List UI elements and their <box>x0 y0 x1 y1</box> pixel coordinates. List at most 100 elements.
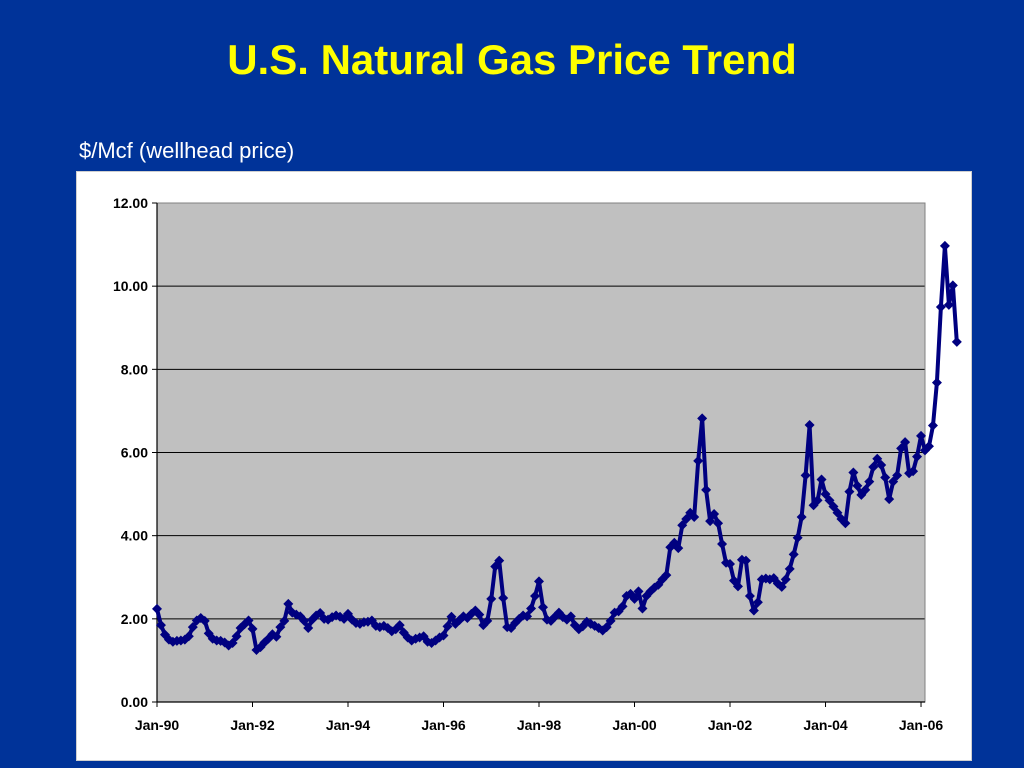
data-point <box>362 616 373 627</box>
data-point <box>239 619 250 630</box>
data-point <box>832 507 843 518</box>
data-point <box>346 614 357 625</box>
data-point <box>295 611 306 622</box>
x-tick-label: Jan-94 <box>326 717 371 733</box>
data-point <box>279 615 290 626</box>
data-point <box>366 615 377 626</box>
data-point <box>744 590 755 601</box>
data-point <box>565 611 576 622</box>
data-point <box>645 586 656 597</box>
data-point <box>828 501 839 512</box>
data-point <box>152 603 162 614</box>
data-point <box>788 549 799 560</box>
data-point <box>709 509 720 520</box>
y-tick-label: 6.00 <box>121 445 148 461</box>
data-point <box>478 620 489 631</box>
x-tick-label: Jan-98 <box>517 717 562 733</box>
data-point <box>860 484 871 495</box>
data-point <box>713 518 724 529</box>
data-point <box>183 631 194 642</box>
data-point <box>824 495 835 506</box>
data-point <box>935 301 946 312</box>
y-tick-label: 0.00 <box>121 694 148 710</box>
data-point <box>840 518 851 529</box>
data-point <box>593 622 604 633</box>
data-point <box>498 593 509 604</box>
y-tick-label: 10.00 <box>113 278 148 294</box>
data-point <box>494 555 505 566</box>
data-point <box>390 624 401 635</box>
data-point <box>442 621 453 632</box>
x-tick-label: Jan-06 <box>899 717 944 733</box>
data-point <box>315 608 326 619</box>
data-point <box>868 462 879 473</box>
data-point <box>526 603 537 614</box>
data-point <box>784 563 795 574</box>
data-point <box>792 532 803 543</box>
data-point <box>482 615 493 626</box>
data-point <box>740 555 751 566</box>
data-point <box>199 615 210 626</box>
data-point <box>752 597 763 608</box>
data-point <box>271 631 282 642</box>
data-point <box>247 623 258 634</box>
x-tick-label: Jan-92 <box>230 717 275 733</box>
data-point <box>916 430 927 441</box>
data-point <box>299 615 310 626</box>
data-point <box>880 472 891 483</box>
data-point <box>633 586 644 597</box>
data-point <box>864 476 875 487</box>
data-point <box>394 620 405 631</box>
data-point <box>585 618 596 629</box>
data-point <box>951 336 962 347</box>
data-point <box>259 637 270 648</box>
y-tick-label: 8.00 <box>121 361 148 377</box>
data-point <box>852 480 863 491</box>
data-point <box>931 377 942 388</box>
y-axis-ticks: 0.00 2.00 4.00 6.00 8.00 10.00 12.00 <box>113 195 157 710</box>
data-point <box>697 413 708 424</box>
data-point <box>888 476 899 487</box>
y-tick-label: 12.00 <box>113 195 148 211</box>
data-point <box>876 459 887 470</box>
x-tick-label: Jan-04 <box>803 717 848 733</box>
data-point <box>844 486 855 497</box>
data-point <box>677 520 688 531</box>
data-point <box>780 574 791 585</box>
data-point <box>900 437 911 448</box>
data-point <box>243 615 254 626</box>
data-point <box>231 631 242 642</box>
data-point <box>927 420 938 431</box>
data-point <box>637 603 648 614</box>
data-point <box>800 470 811 481</box>
data-point <box>804 420 815 431</box>
data-point <box>693 455 704 466</box>
data-point <box>732 581 743 592</box>
data-point <box>943 299 954 310</box>
data-point <box>474 609 485 620</box>
data-point <box>458 611 469 622</box>
data-point <box>537 602 548 613</box>
x-tick-label: Jan-90 <box>135 717 180 733</box>
data-point <box>673 543 684 554</box>
data-point <box>947 280 958 291</box>
data-point <box>195 613 206 624</box>
data-point <box>701 484 712 495</box>
data-point <box>796 511 807 522</box>
data-point <box>717 538 728 549</box>
data-point <box>486 593 497 604</box>
data-point <box>283 598 294 609</box>
data-point <box>776 581 787 592</box>
data-point <box>303 622 314 633</box>
unit-label: $/Mcf (wellhead price) <box>79 138 295 163</box>
data-point <box>812 495 823 506</box>
data-point <box>820 489 831 500</box>
data-point <box>908 466 919 477</box>
x-tick-label: Jan-02 <box>708 717 753 733</box>
data-point <box>896 443 907 454</box>
data-point <box>617 601 628 612</box>
data-point <box>545 615 556 626</box>
data-point <box>573 624 584 635</box>
data-point <box>530 590 541 601</box>
data-point <box>748 605 759 616</box>
